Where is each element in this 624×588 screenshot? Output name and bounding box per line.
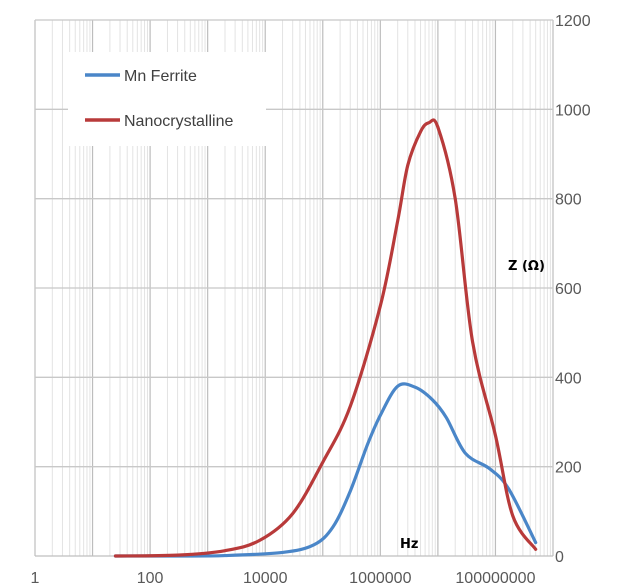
x-axis-label: Hz bbox=[400, 537, 418, 552]
x-axis-tick-labels: 1 100 10000 1000000 100000000 bbox=[31, 570, 536, 587]
y-tick-label: 0 bbox=[555, 549, 564, 566]
series-lines bbox=[113, 118, 538, 558]
y-tick-label: 400 bbox=[555, 370, 582, 387]
legend-label-mn-ferrite: Mn Ferrite bbox=[124, 68, 197, 85]
series-line-mn-ferrite bbox=[113, 382, 538, 558]
y-tick-label: 200 bbox=[555, 460, 582, 477]
y-tick-label: 800 bbox=[555, 192, 582, 209]
legend-label-nanocrystalline: Nanocrystalline bbox=[124, 113, 233, 130]
y-axis-tick-labels: 0 200 400 600 800 1000 1200 bbox=[555, 13, 591, 566]
series-line-nanocrystalline bbox=[113, 118, 538, 558]
x-tick-label: 10000 bbox=[243, 570, 288, 587]
y-tick-label: 600 bbox=[555, 281, 582, 298]
x-tick-label: 1 bbox=[31, 570, 40, 587]
legend-background bbox=[68, 52, 266, 146]
x-tick-label: 1000000 bbox=[349, 570, 411, 587]
y-tick-label: 1000 bbox=[555, 102, 591, 119]
legend: Mn Ferrite Nanocrystalline bbox=[68, 52, 266, 146]
x-tick-label: 100 bbox=[137, 570, 164, 587]
y-axis-label: Z (Ω) bbox=[508, 259, 545, 274]
y-tick-label: 1200 bbox=[555, 13, 591, 30]
x-tick-label: 100000000 bbox=[455, 570, 535, 587]
